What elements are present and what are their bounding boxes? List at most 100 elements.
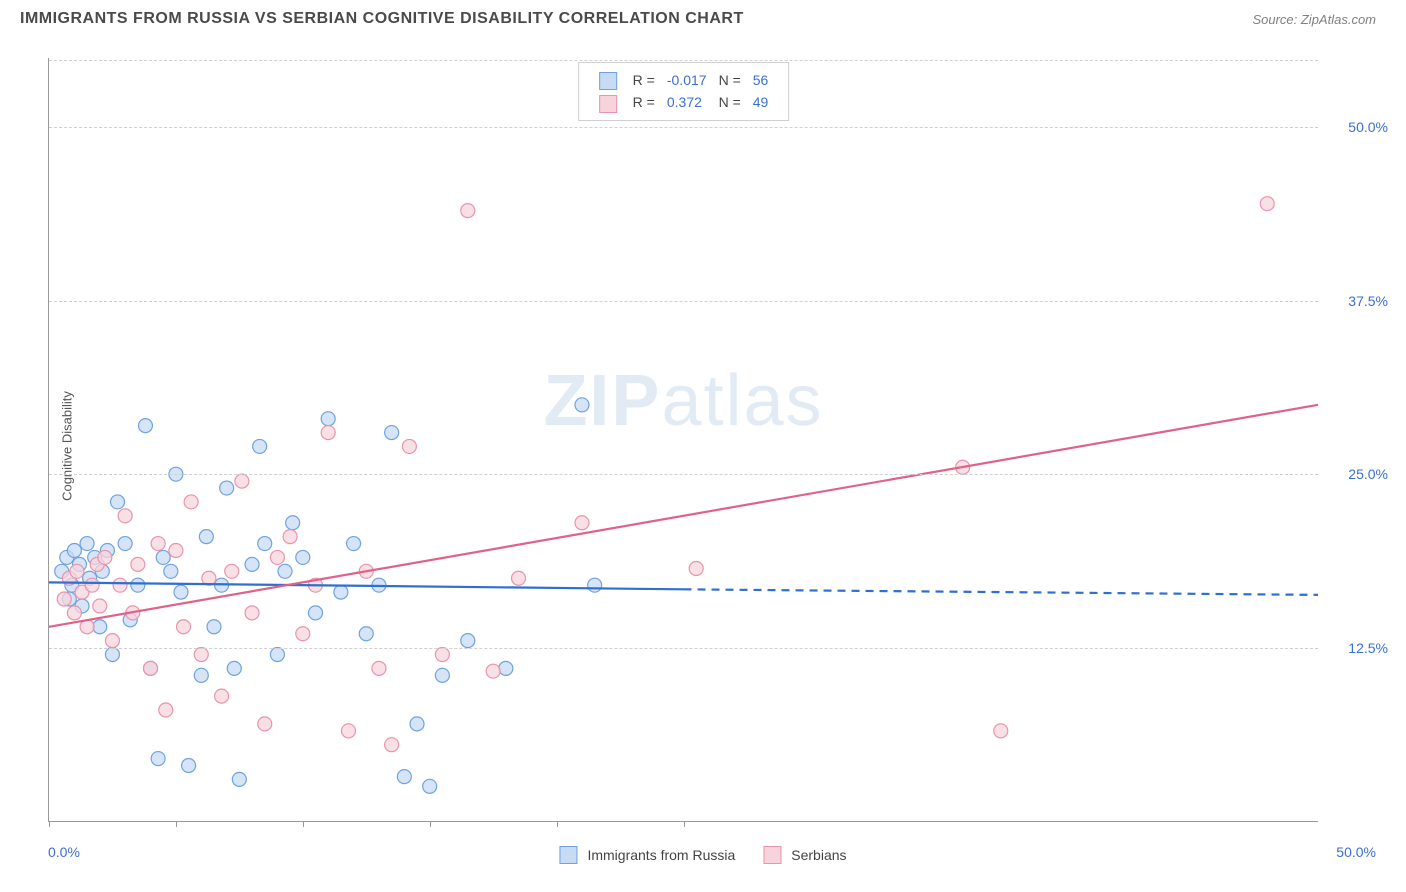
scatter-point bbox=[111, 495, 125, 509]
scatter-point bbox=[385, 738, 399, 752]
scatter-svg bbox=[49, 58, 1318, 821]
scatter-point bbox=[80, 537, 94, 551]
scatter-point bbox=[93, 599, 107, 613]
legend-n-value: 49 bbox=[747, 91, 775, 113]
y-tick-label: 37.5% bbox=[1328, 293, 1388, 309]
y-tick-label: 12.5% bbox=[1328, 640, 1388, 656]
trend-line bbox=[49, 405, 1318, 627]
scatter-point bbox=[169, 543, 183, 557]
scatter-point bbox=[131, 557, 145, 571]
scatter-point bbox=[321, 426, 335, 440]
scatter-point bbox=[70, 564, 84, 578]
scatter-point bbox=[575, 516, 589, 530]
scatter-point bbox=[245, 557, 259, 571]
scatter-point bbox=[194, 668, 208, 682]
scatter-point bbox=[689, 562, 703, 576]
trend-line-dashed bbox=[684, 589, 1319, 595]
legend-r-value: -0.017 bbox=[661, 69, 713, 91]
scatter-point bbox=[105, 648, 119, 662]
scatter-point bbox=[334, 585, 348, 599]
legend-r-value: 0.372 bbox=[661, 91, 713, 113]
legend-r-label: R = bbox=[627, 91, 661, 113]
scatter-point bbox=[372, 661, 386, 675]
legend-n-value: 56 bbox=[747, 69, 775, 91]
scatter-point bbox=[118, 537, 132, 551]
x-tick-mark bbox=[430, 821, 431, 827]
scatter-point bbox=[286, 516, 300, 530]
scatter-point bbox=[220, 481, 234, 495]
scatter-point bbox=[207, 620, 221, 634]
scatter-point bbox=[308, 606, 322, 620]
scatter-point bbox=[461, 634, 475, 648]
scatter-point bbox=[105, 634, 119, 648]
scatter-point bbox=[156, 550, 170, 564]
legend-swatch bbox=[599, 72, 617, 90]
scatter-point bbox=[174, 585, 188, 599]
gridline bbox=[49, 301, 1318, 302]
scatter-point bbox=[67, 543, 81, 557]
scatter-point bbox=[225, 564, 239, 578]
legend-swatch bbox=[763, 846, 781, 864]
gridline bbox=[49, 648, 1318, 649]
scatter-point bbox=[164, 564, 178, 578]
x-tick-mark bbox=[684, 821, 685, 827]
scatter-point bbox=[258, 717, 272, 731]
scatter-point bbox=[435, 668, 449, 682]
scatter-point bbox=[283, 530, 297, 544]
scatter-point bbox=[253, 439, 267, 453]
chart-title: IMMIGRANTS FROM RUSSIA VS SERBIAN COGNIT… bbox=[20, 10, 744, 28]
scatter-point bbox=[235, 474, 249, 488]
scatter-point bbox=[397, 770, 411, 784]
scatter-point bbox=[486, 664, 500, 678]
scatter-point bbox=[435, 648, 449, 662]
scatter-point bbox=[131, 578, 145, 592]
scatter-point bbox=[215, 689, 229, 703]
legend-item: Serbians bbox=[763, 846, 846, 864]
scatter-point bbox=[67, 606, 81, 620]
legend-swatch bbox=[599, 95, 617, 113]
scatter-point bbox=[1260, 197, 1274, 211]
scatter-point bbox=[402, 439, 416, 453]
scatter-point bbox=[138, 419, 152, 433]
scatter-point bbox=[93, 620, 107, 634]
scatter-point bbox=[385, 426, 399, 440]
scatter-point bbox=[159, 703, 173, 717]
x-tick-mark bbox=[303, 821, 304, 827]
scatter-point bbox=[151, 537, 165, 551]
y-tick-label: 50.0% bbox=[1328, 119, 1388, 135]
scatter-point bbox=[347, 537, 361, 551]
scatter-point bbox=[57, 592, 71, 606]
scatter-point bbox=[232, 772, 246, 786]
scatter-point bbox=[994, 724, 1008, 738]
scatter-point bbox=[184, 495, 198, 509]
scatter-point bbox=[278, 564, 292, 578]
scatter-point bbox=[423, 779, 437, 793]
scatter-point bbox=[575, 398, 589, 412]
scatter-point bbox=[113, 578, 127, 592]
scatter-point bbox=[199, 530, 213, 544]
scatter-point bbox=[296, 550, 310, 564]
correlation-legend: R =-0.017N =56R =0.372N =49 bbox=[578, 62, 790, 121]
scatter-point bbox=[227, 661, 241, 675]
scatter-point bbox=[359, 627, 373, 641]
legend-item: Immigrants from Russia bbox=[559, 846, 735, 864]
scatter-point bbox=[245, 606, 259, 620]
scatter-point bbox=[321, 412, 335, 426]
x-tick-mark bbox=[557, 821, 558, 827]
scatter-point bbox=[194, 648, 208, 662]
scatter-point bbox=[588, 578, 602, 592]
legend-n-label: N = bbox=[713, 91, 747, 113]
scatter-point bbox=[270, 648, 284, 662]
series-legend: Immigrants from Russia Serbians bbox=[559, 846, 846, 864]
scatter-point bbox=[512, 571, 526, 585]
y-tick-label: 25.0% bbox=[1328, 466, 1388, 482]
x-axis-max-label: 50.0% bbox=[1336, 844, 1376, 860]
x-tick-mark bbox=[49, 821, 50, 827]
scatter-point bbox=[258, 537, 272, 551]
legend-swatch bbox=[559, 846, 577, 864]
legend-series-label: Serbians bbox=[791, 847, 846, 863]
gridline bbox=[49, 474, 1318, 475]
scatter-point bbox=[151, 752, 165, 766]
scatter-point bbox=[270, 550, 284, 564]
gridline bbox=[49, 127, 1318, 128]
